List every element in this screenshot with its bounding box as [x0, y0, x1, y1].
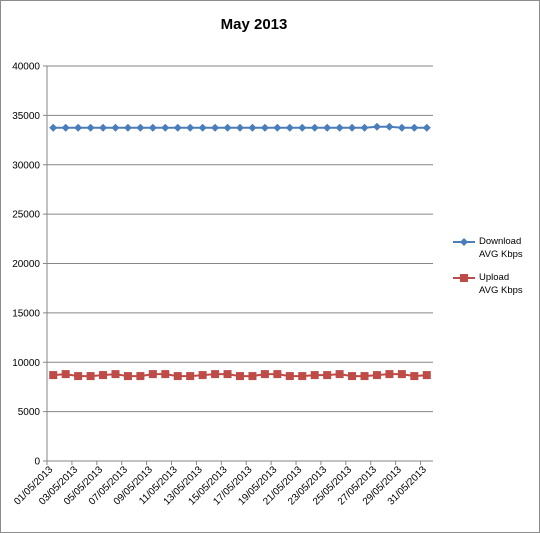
data-point — [186, 123, 195, 132]
data-point — [273, 370, 282, 379]
series-layer — [49, 122, 431, 381]
data-point — [385, 122, 394, 131]
data-point — [173, 372, 182, 381]
data-point — [310, 371, 319, 380]
data-point — [161, 123, 170, 132]
data-point — [236, 372, 244, 381]
y-tick-label: 40000 — [12, 62, 40, 73]
data-point — [123, 372, 132, 381]
y-tick-label: 25000 — [12, 210, 40, 221]
data-point — [310, 123, 319, 132]
data-point — [348, 123, 357, 132]
legend: Download AVG Kbps Upload AVG Kbps — [453, 235, 537, 307]
data-point — [86, 123, 95, 132]
data-point — [136, 123, 145, 132]
data-point — [198, 371, 207, 380]
data-point — [422, 123, 431, 132]
y-tick-label: 30000 — [12, 160, 40, 171]
data-point — [298, 123, 307, 132]
data-point — [397, 370, 406, 379]
data-point — [422, 371, 431, 380]
data-point — [49, 123, 58, 132]
data-point — [248, 372, 257, 381]
y-tick-label: 5000 — [18, 407, 41, 418]
y-tick-label: 0 — [34, 457, 40, 468]
data-point — [385, 370, 394, 379]
series-download — [49, 122, 431, 132]
chart-title: May 2013 — [221, 16, 288, 33]
data-point — [410, 123, 419, 132]
y-tick-label: 20000 — [12, 259, 40, 270]
series-upload — [49, 370, 431, 381]
data-point — [99, 371, 108, 380]
data-point — [148, 123, 157, 132]
legend-label-upload-line2: AVG Kbps — [479, 285, 523, 296]
y-tick-label: 10000 — [12, 358, 40, 369]
data-point — [236, 123, 244, 132]
legend-item-upload: Upload AVG Kbps — [453, 271, 537, 297]
data-point — [360, 372, 369, 381]
data-point — [348, 372, 357, 381]
data-point — [223, 123, 232, 132]
y-tick-label: 35000 — [12, 111, 40, 122]
data-point — [123, 123, 132, 132]
data-point — [298, 372, 307, 381]
data-point — [260, 370, 269, 379]
data-point — [335, 123, 344, 132]
legend-swatch-download — [453, 238, 475, 246]
data-point — [335, 370, 344, 379]
data-point — [186, 372, 195, 381]
data-point — [323, 371, 332, 380]
data-point — [260, 123, 269, 132]
legend-label-download-line1: Download — [479, 236, 522, 247]
data-point — [136, 372, 145, 381]
data-point — [248, 123, 257, 132]
data-point — [285, 123, 294, 132]
data-point — [360, 123, 369, 132]
data-point — [61, 123, 70, 132]
legend-item-download: Download AVG Kbps — [453, 235, 537, 261]
data-point — [397, 123, 406, 132]
y-tick-label: 15000 — [12, 308, 40, 319]
data-point — [74, 123, 83, 132]
data-point — [99, 123, 108, 132]
legend-swatch-upload — [453, 274, 475, 282]
data-point — [211, 370, 220, 379]
legend-label-download-line2: AVG Kbps — [479, 249, 523, 260]
data-point — [273, 123, 282, 132]
data-point — [74, 372, 83, 381]
data-point — [111, 370, 120, 379]
data-point — [372, 371, 381, 380]
data-point — [148, 370, 157, 379]
data-point — [173, 123, 182, 132]
data-point — [372, 122, 381, 131]
grid-layer — [47, 65, 433, 413]
data-point — [161, 370, 170, 379]
data-point — [223, 370, 232, 379]
data-point — [410, 372, 419, 381]
data-point — [86, 372, 95, 381]
legend-label-upload-line1: Upload — [479, 272, 510, 283]
data-point — [61, 370, 70, 379]
data-point — [323, 123, 332, 132]
data-point — [285, 372, 294, 381]
data-point — [198, 123, 207, 132]
data-point — [49, 371, 58, 380]
data-point — [211, 123, 220, 132]
data-point — [111, 123, 120, 132]
